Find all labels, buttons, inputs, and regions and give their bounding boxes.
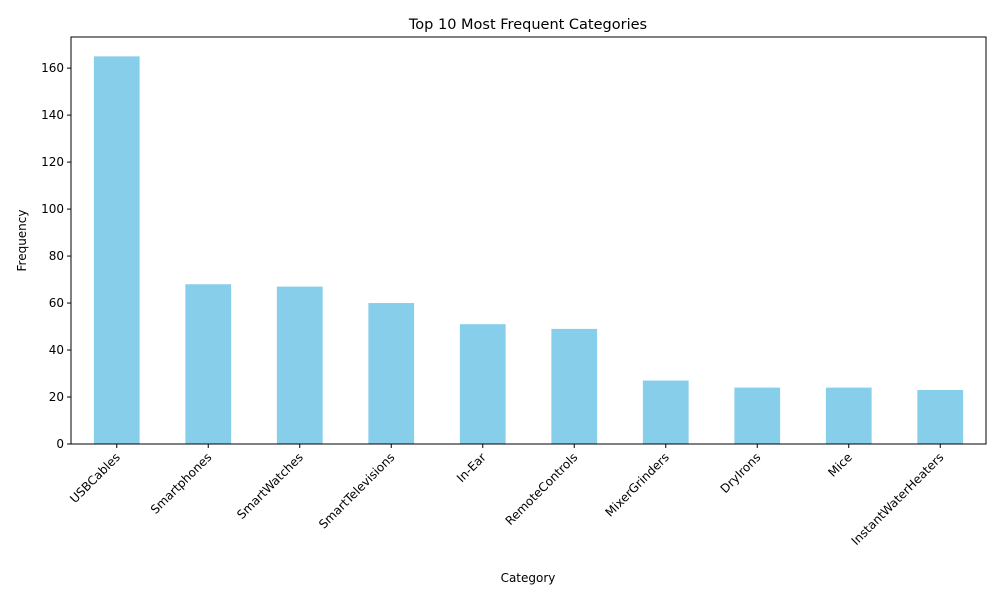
bar-mixergrinders bbox=[642, 380, 689, 444]
y-axis-title: Frequency bbox=[15, 210, 29, 272]
bar-smartwatches bbox=[276, 286, 323, 444]
bar-remotecontrols bbox=[551, 328, 598, 444]
y-tick-label: 80 bbox=[49, 249, 64, 263]
x-tick-label: SmartTelevisions bbox=[316, 450, 397, 531]
x-tick-label: InstantWaterHeaters bbox=[849, 450, 947, 548]
bar-in-ear bbox=[459, 324, 506, 444]
x-axis-title: Category bbox=[501, 571, 556, 585]
bar-smarttelevisions bbox=[368, 303, 415, 444]
x-tick-label: MixerGrinders bbox=[603, 450, 672, 519]
x-tick-label: USBCables bbox=[67, 450, 123, 506]
y-tick-label: 120 bbox=[41, 155, 64, 169]
x-tick-label: SmartWatches bbox=[234, 450, 306, 522]
y-tick-label: 0 bbox=[56, 437, 64, 451]
x-tick-label: In-Ear bbox=[454, 450, 489, 485]
x-tick-label: Smartphones bbox=[148, 450, 215, 517]
bar-usbcables bbox=[93, 56, 140, 444]
y-tick-label: 160 bbox=[41, 61, 64, 75]
x-tick-label: RemoteControls bbox=[503, 450, 581, 528]
y-tick-label: 60 bbox=[49, 296, 64, 310]
bar-mice bbox=[825, 387, 872, 444]
bars-layer bbox=[93, 56, 964, 444]
bar-instantwaterheaters bbox=[917, 389, 964, 444]
y-tick-label: 100 bbox=[41, 202, 64, 216]
y-tick-label: 140 bbox=[41, 108, 64, 122]
y-tick-label: 20 bbox=[49, 390, 64, 404]
plot-frame bbox=[70, 36, 987, 445]
bar-smartphones bbox=[185, 284, 232, 444]
y-tick-label: 40 bbox=[49, 343, 64, 357]
x-tick-label: Mice bbox=[825, 450, 854, 479]
x-axis: USBCables Smartphones SmartWatches SmartTel… bbox=[67, 444, 946, 548]
x-tick-label: DryIrons bbox=[718, 450, 764, 496]
y-axis: 0 20 40 60 80 100 120 140 160 bbox=[41, 61, 71, 451]
chart-title: Top 10 Most Frequent Categories bbox=[408, 17, 647, 33]
bar-dryirons bbox=[734, 387, 781, 444]
